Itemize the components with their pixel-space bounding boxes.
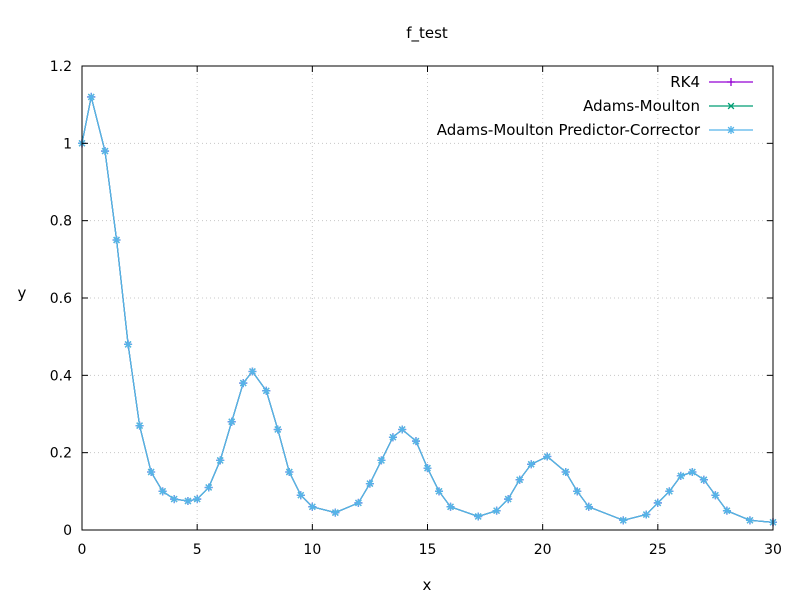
legend-marker: [727, 78, 735, 86]
data-point: [665, 487, 674, 496]
data-point: [124, 340, 133, 349]
data-point: [248, 367, 257, 376]
data-point: [653, 498, 662, 507]
data-point: [619, 516, 628, 525]
x-tick-label: 10: [303, 542, 321, 558]
data-point: [158, 487, 167, 496]
data-point: [722, 506, 731, 515]
data-point: [239, 379, 248, 388]
x-tick-label: 30: [764, 542, 782, 558]
data-point: [699, 475, 708, 484]
data-point: [642, 510, 651, 519]
y-tick-label: 0: [63, 523, 72, 539]
data-point: [474, 512, 483, 521]
data-point: [584, 502, 593, 511]
y-tick-label: 0.8: [50, 214, 72, 230]
legend-label: Adams-Moulton: [583, 97, 700, 115]
y-tick-label: 0.4: [50, 368, 72, 384]
data-point: [398, 425, 407, 434]
data-point: [711, 491, 720, 500]
data-point: [676, 471, 685, 480]
x-tick-label: 25: [649, 542, 667, 558]
data-point: [193, 495, 202, 504]
data-point: [543, 452, 552, 461]
data-point: [446, 502, 455, 511]
data-point: [87, 92, 96, 101]
data-point: [273, 425, 282, 434]
data-point: [112, 236, 121, 244]
grid: [82, 66, 773, 530]
y-tick-label: 0.2: [50, 446, 72, 462]
data-point: [308, 502, 317, 511]
y-axis-label: y: [18, 284, 27, 302]
legend: RK4 Adams-Moulton Adams-Moulton Predictor-…: [437, 73, 753, 139]
data-point: [262, 386, 271, 395]
data-point: [101, 147, 110, 156]
data-point: [435, 487, 444, 496]
data-point: [204, 483, 213, 492]
x-tick-label: 0: [78, 542, 87, 558]
data-point: [411, 437, 420, 446]
y-tick-label: 1.2: [50, 59, 72, 75]
series-2: [78, 92, 777, 527]
data-point: [365, 479, 374, 488]
data-point: [527, 460, 536, 469]
data-point: [561, 468, 570, 476]
data-point: [227, 417, 236, 426]
data-point: [423, 464, 432, 473]
data-point: [354, 498, 363, 507]
data-point: [492, 506, 501, 515]
series-layer: [78, 92, 777, 527]
y-tick-label: 0.6: [50, 291, 72, 307]
data-point: [296, 491, 305, 500]
data-point: [147, 468, 156, 476]
data-point: [688, 468, 697, 476]
x-tick-label: 15: [419, 542, 437, 558]
legend-marker: [727, 102, 735, 110]
x-axis-label: x: [423, 576, 432, 594]
data-point: [183, 497, 192, 505]
y-tick-label: 1: [63, 136, 72, 152]
data-point: [216, 456, 225, 465]
legend-marker: [727, 126, 735, 134]
legend-label: RK4: [670, 73, 700, 91]
x-tick-label: 5: [193, 542, 202, 558]
data-point: [388, 433, 397, 442]
data-point: [573, 487, 582, 496]
data-point: [745, 516, 754, 525]
x-tick-label: 20: [534, 542, 552, 558]
chart-title: f_test: [406, 24, 448, 43]
data-point: [135, 421, 144, 430]
legend-label: Adams-Moulton Predictor-Corrector: [437, 121, 701, 139]
data-point: [285, 468, 294, 476]
data-point: [331, 508, 340, 517]
series-0: [78, 92, 777, 527]
axis-ticks: 0 5 10 15 20 25 30 0 0.2 0.4 0.6 0.8 1 1.2: [50, 59, 782, 558]
data-point: [377, 456, 386, 465]
data-point: [515, 475, 524, 484]
data-point: [170, 495, 179, 504]
data-point: [504, 495, 513, 504]
